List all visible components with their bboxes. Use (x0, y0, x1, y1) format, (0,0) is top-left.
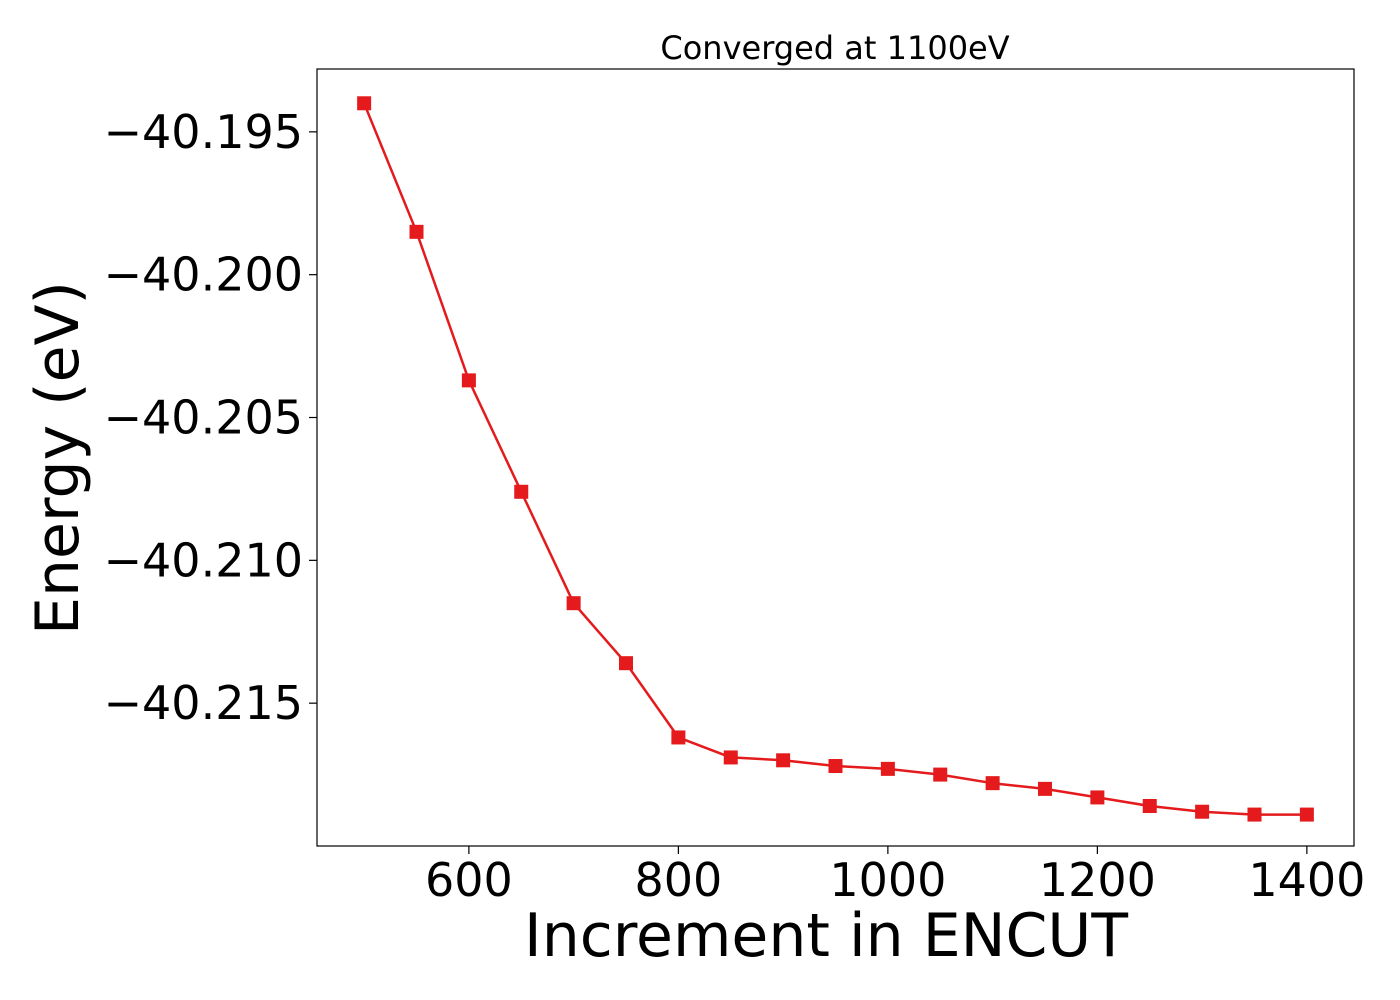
data-point-marker (985, 776, 1000, 791)
data-point-marker (409, 224, 424, 239)
data-point-marker (1037, 781, 1052, 796)
x-axis: 600 800 1000 1200 1400 (425, 846, 1365, 907)
data-point-marker (566, 596, 581, 611)
data-point-marker (671, 730, 686, 745)
chart-title: Converged at 1100eV (660, 29, 1009, 67)
data-point-marker (776, 753, 791, 768)
y-axis-label: Energy (eV) (23, 281, 93, 635)
data-point-marker (723, 750, 738, 765)
data-point-marker (619, 656, 634, 671)
data-point-marker (357, 96, 372, 111)
plot-frame (316, 68, 1355, 847)
x-tick-label: 600 (425, 853, 513, 907)
data-point-marker (1142, 799, 1157, 814)
x-tick-label: 800 (634, 853, 722, 907)
data-point-marker (1090, 790, 1105, 805)
series-layer (357, 96, 1314, 822)
x-tick-label: 1400 (1248, 853, 1365, 907)
data-point-marker (933, 767, 948, 782)
y-tick-label: −40.205 (104, 391, 304, 445)
data-point-marker (1247, 807, 1262, 822)
y-tick-label: −40.210 (104, 533, 304, 587)
x-axis-label: Increment in ENCUT (524, 901, 1128, 971)
data-point-marker (828, 759, 843, 774)
x-tick-label: 1000 (829, 853, 946, 907)
data-point-marker (514, 484, 529, 499)
y-tick-label: −40.200 (104, 248, 304, 302)
y-axis: −40.195 −40.200 −40.205 −40.210 −40.215 (104, 105, 317, 730)
series-line (362, 102, 1307, 816)
data-point-marker (461, 373, 476, 388)
data-point-marker (880, 761, 895, 776)
y-tick-label: −40.215 (104, 676, 304, 730)
data-point-marker (1195, 804, 1210, 819)
data-point-marker (1299, 807, 1314, 822)
x-tick-label: 1200 (1039, 853, 1156, 907)
y-tick-label: −40.195 (104, 105, 304, 159)
